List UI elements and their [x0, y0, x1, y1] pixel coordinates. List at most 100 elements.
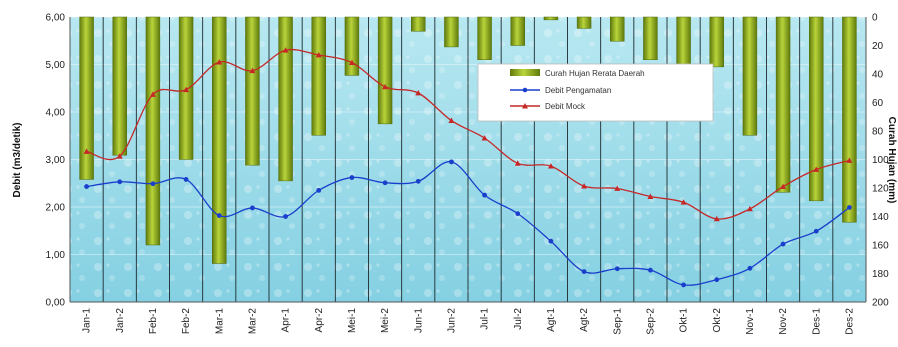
point-pengamatan-mei-1 [349, 175, 355, 180]
x-tick-label: Agt-1 [546, 308, 557, 332]
rain-bar-mar-2 [245, 16, 260, 166]
legend-label-pengamatan: Debit Pengamatan [545, 86, 611, 95]
y2-tick-label: 160 [872, 241, 889, 252]
point-pengamatan-mei-2 [382, 180, 388, 186]
x-tick-label: Des-1 [811, 308, 822, 335]
debit-lines [83, 47, 853, 288]
point-pengamatan-jun-2 [449, 159, 454, 165]
y-tick-label: 1,00 [46, 250, 66, 261]
rain-bar-des-2 [842, 16, 857, 223]
point-pengamatan-mar-2 [250, 205, 255, 211]
x-tick-label: Jan-1 [82, 308, 93, 333]
y-tick-label: 5,00 [46, 60, 66, 71]
point-mock-jun-2 [448, 117, 455, 123]
point-pengamatan-jan-2 [117, 179, 123, 185]
x-tick-label: Jun-1 [413, 308, 424, 333]
point-mock-nov-1 [746, 205, 753, 212]
point-mock-des-2 [846, 157, 853, 163]
legend-swatch-bar [510, 69, 540, 76]
point-mock-jan-2 [116, 153, 123, 159]
rain-bar-mar-1 [212, 16, 227, 264]
x-tick-label: Mei-2 [380, 308, 391, 333]
y2-tick-label: 120 [872, 184, 889, 195]
y2-axis-title: Curah Hujan (mm) [886, 117, 897, 204]
x-tick-label: Feb-2 [181, 308, 192, 335]
legend-label-bar: Curah Hujan Rerata Daerah [545, 69, 645, 78]
point-pengamatan-agt-2 [581, 269, 587, 274]
point-mock-okt-2 [713, 215, 720, 222]
point-mock-sep-2 [647, 193, 654, 199]
point-mock-jul-2 [514, 160, 521, 166]
rain-bar-jul-2 [510, 16, 525, 46]
point-mock-sep-1 [614, 185, 621, 191]
y-tick-label: 3,00 [46, 155, 66, 166]
x-tick-label: Apr-2 [314, 308, 325, 333]
x-axis-ticks: Jan-1 Jan-2 Feb-1 Feb-2 Mar-1 Mar-2 Apr-1 Apr-2… [82, 308, 856, 335]
rain-bar-sep-2 [643, 16, 658, 60]
x-tick-label: Agt-2 [579, 308, 590, 332]
rain-bar-apr-1 [278, 16, 293, 182]
y2-tick-label: 20 [872, 41, 884, 52]
rain-bar-mei-2 [377, 16, 393, 125]
x-tick-label: Jul-1 [480, 308, 491, 330]
legend-marker-pengamatan [522, 87, 528, 93]
x-tick-label: Sep-2 [645, 308, 656, 335]
point-pengamatan-mar-1 [216, 213, 222, 218]
legend-marker-mock [522, 103, 528, 109]
point-pengamatan-nov-2 [780, 241, 786, 247]
point-mock-jun-1 [415, 90, 422, 96]
rainfall-bars [79, 16, 857, 264]
point-pengamatan-sep-2 [648, 267, 653, 273]
rain-bar-jan-2 [112, 16, 127, 156]
y2-tick-label: 80 [872, 127, 884, 138]
y2-tick-label: 0 [872, 13, 878, 24]
point-mock-nov-2 [780, 183, 787, 189]
point-pengamatan-agt-1 [548, 238, 554, 244]
point-mock-feb-1 [149, 91, 156, 97]
point-pengamatan-jul-2 [515, 211, 521, 217]
line-debit-mock [86, 48, 850, 220]
point-mock-mar-2 [249, 67, 256, 74]
rain-bar-des-1 [809, 16, 824, 202]
x-tick-label: Okt-2 [712, 308, 723, 333]
point-mock-feb-2 [183, 86, 190, 93]
y-tick-label: 2,00 [46, 203, 66, 214]
x-tick-label: Des-2 [844, 308, 855, 335]
rain-bar-agt-1 [543, 16, 559, 21]
y-tick-label: 4,00 [46, 108, 66, 119]
point-mock-apr-2 [315, 52, 322, 58]
x-tick-label: Jan-2 [115, 308, 126, 333]
point-mock-des-1 [813, 166, 820, 172]
y2-tick-label: 180 [872, 269, 889, 280]
rain-bar-apr-2 [311, 16, 326, 136]
axes [69, 17, 867, 303]
point-pengamatan-jan-1 [84, 184, 89, 189]
rain-bar-feb-1 [145, 16, 161, 246]
rain-bar-nov-1 [742, 16, 758, 136]
point-pengamatan-okt-2 [714, 277, 720, 283]
point-mock-mei-1 [348, 59, 355, 65]
point-pengamatan-jul-1 [482, 192, 487, 198]
point-mock-mar-1 [216, 59, 223, 65]
rain-bar-mei-1 [344, 16, 360, 76]
x-tick-label: Nov-2 [778, 308, 789, 335]
point-mock-jan-1 [83, 148, 90, 154]
x-tick-label: Mar-2 [247, 308, 258, 335]
x-tick-label: Feb-1 [148, 308, 159, 335]
x-tick-label: Sep-1 [612, 308, 623, 335]
x-tick-label: Jun-2 [446, 308, 457, 333]
point-pengamatan-okt-1 [681, 282, 686, 288]
rain-bar-sep-1 [610, 16, 625, 42]
y2-tick-label: 60 [872, 98, 884, 109]
point-pengamatan-nov-1 [747, 265, 753, 271]
point-mock-okt-1 [680, 199, 687, 205]
rain-bar-okt-2 [709, 16, 724, 68]
rain-bar-jun-1 [411, 16, 426, 32]
y2-axis-ticks: 0 20 40 60 80 100 120 140 160 180 200 [872, 13, 889, 309]
x-tick-label: Jul-2 [513, 308, 524, 330]
y-axis-title: Debit (m3/detik) [12, 122, 23, 197]
y2-tick-label: 200 [872, 298, 889, 309]
x-tick-label: Nov-1 [745, 308, 756, 335]
rain-bar-nov-2 [775, 16, 791, 193]
